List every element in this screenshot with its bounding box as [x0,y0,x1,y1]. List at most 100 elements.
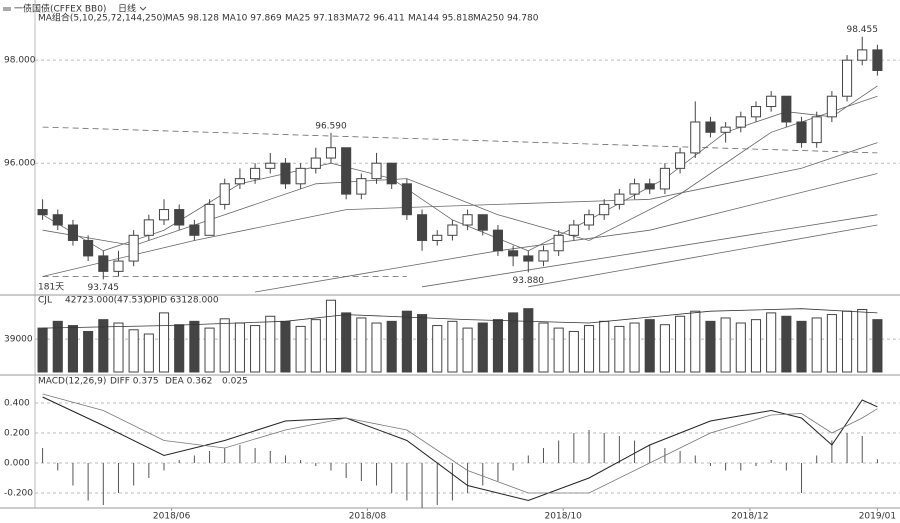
candle-body [629,183,640,195]
volume-bar [265,315,276,373]
price-annotation: 93.745 [88,283,120,293]
candle-body [462,214,473,226]
volume-bar [219,318,230,373]
candle-body [174,209,185,226]
volume-bar [614,325,625,373]
volume-bar [538,322,549,373]
volume-bar [310,319,321,373]
x-tick-label: 2018/06 [153,512,191,522]
volume-bar [83,330,94,373]
legend-label: 42723.000(47.53) [65,296,146,306]
candle-body [614,193,625,205]
volume-bar [234,322,245,373]
volume-bar [143,333,154,373]
volume-bar [659,324,670,373]
candle-body [447,224,458,236]
candle-body [295,167,306,185]
price-annotation: 96.590 [315,121,347,131]
y-tick-label: 96.000 [4,159,36,169]
volume-bar [508,312,519,373]
volume-bar [675,315,686,373]
volume-bar [826,314,837,373]
candle-body [599,203,610,216]
candle-body [143,219,154,236]
volume-bar [128,329,139,373]
candle-body [280,162,291,185]
volume-bar [417,314,428,373]
volume-bar [98,319,109,373]
legend-label: MA25 97.183 [285,14,345,24]
candle-body [750,106,762,118]
volume-bar [644,319,655,373]
legend-label: MACD(12,26,9) [38,377,106,387]
volume-bar [341,312,352,373]
candle-body [386,162,397,185]
volume-bar [629,322,640,373]
volume-bar [599,320,610,373]
legend-label: MA144 95.818 [408,14,474,24]
volume-bar [811,317,822,373]
volume-bar [386,320,397,373]
volume-bar [295,325,306,373]
volume-bar [492,319,503,373]
candle-body [796,121,807,144]
candle-body [477,214,488,231]
volume-bar [52,320,63,373]
candle-body [720,126,731,133]
price-annotation: 98.455 [846,25,878,35]
candle-body [265,162,276,169]
candle-body [37,209,48,216]
legend-label: DIFF 0.375 [110,377,159,387]
volume-bar [857,309,868,373]
legend-label: MA250 94.780 [473,14,539,24]
x-tick-label: 2018/12 [731,512,768,522]
volume-bar [189,320,200,373]
candle-body [310,157,321,169]
volume-bar [842,310,853,373]
dropdown-arrow[interactable] [139,6,147,11]
candle-body [234,178,245,185]
candle-body [842,59,853,97]
candle-body [659,167,670,190]
instrument[interactable]: 一债国债(CFFEX BB0) [14,3,106,15]
candle-body [538,250,549,262]
volume-bar [750,319,762,373]
volume-bar [113,322,124,373]
volume-bar [735,322,746,373]
candle-body [781,95,792,123]
volume-bar [371,322,382,373]
volume-bar [568,330,579,373]
period[interactable]: 日线 [118,3,136,15]
period-note: 181天 [38,283,64,293]
x-tick-label: 2019/01 [859,512,896,522]
line [422,214,878,288]
candle-body [52,214,63,226]
y-tick-label: 0.400 [4,399,30,409]
candle-body [341,147,352,195]
volume-bar [462,327,473,373]
candle-body [67,224,79,241]
legend-label: OPID 63128.000 [145,296,219,306]
volume-bar [523,308,534,373]
volume-bar [781,315,792,373]
candle-body [250,167,261,180]
volume-bar [356,317,367,373]
volume-bar [553,327,564,373]
x-tick-label: 2018/08 [349,512,387,522]
candle-body [644,183,655,190]
volume-bar [250,325,261,373]
volume-bar [401,310,412,373]
volume-bar [477,322,488,373]
price-annotation: 93.880 [513,276,545,286]
candle-body [371,162,382,180]
volume-bar [204,327,215,373]
volume-bar [796,320,807,373]
candle-body [735,116,746,128]
volume-bar [432,325,443,373]
y-tick-label: 0.200 [4,429,30,439]
volume-bar [690,310,701,373]
candle-body [826,95,837,118]
line [255,173,878,293]
